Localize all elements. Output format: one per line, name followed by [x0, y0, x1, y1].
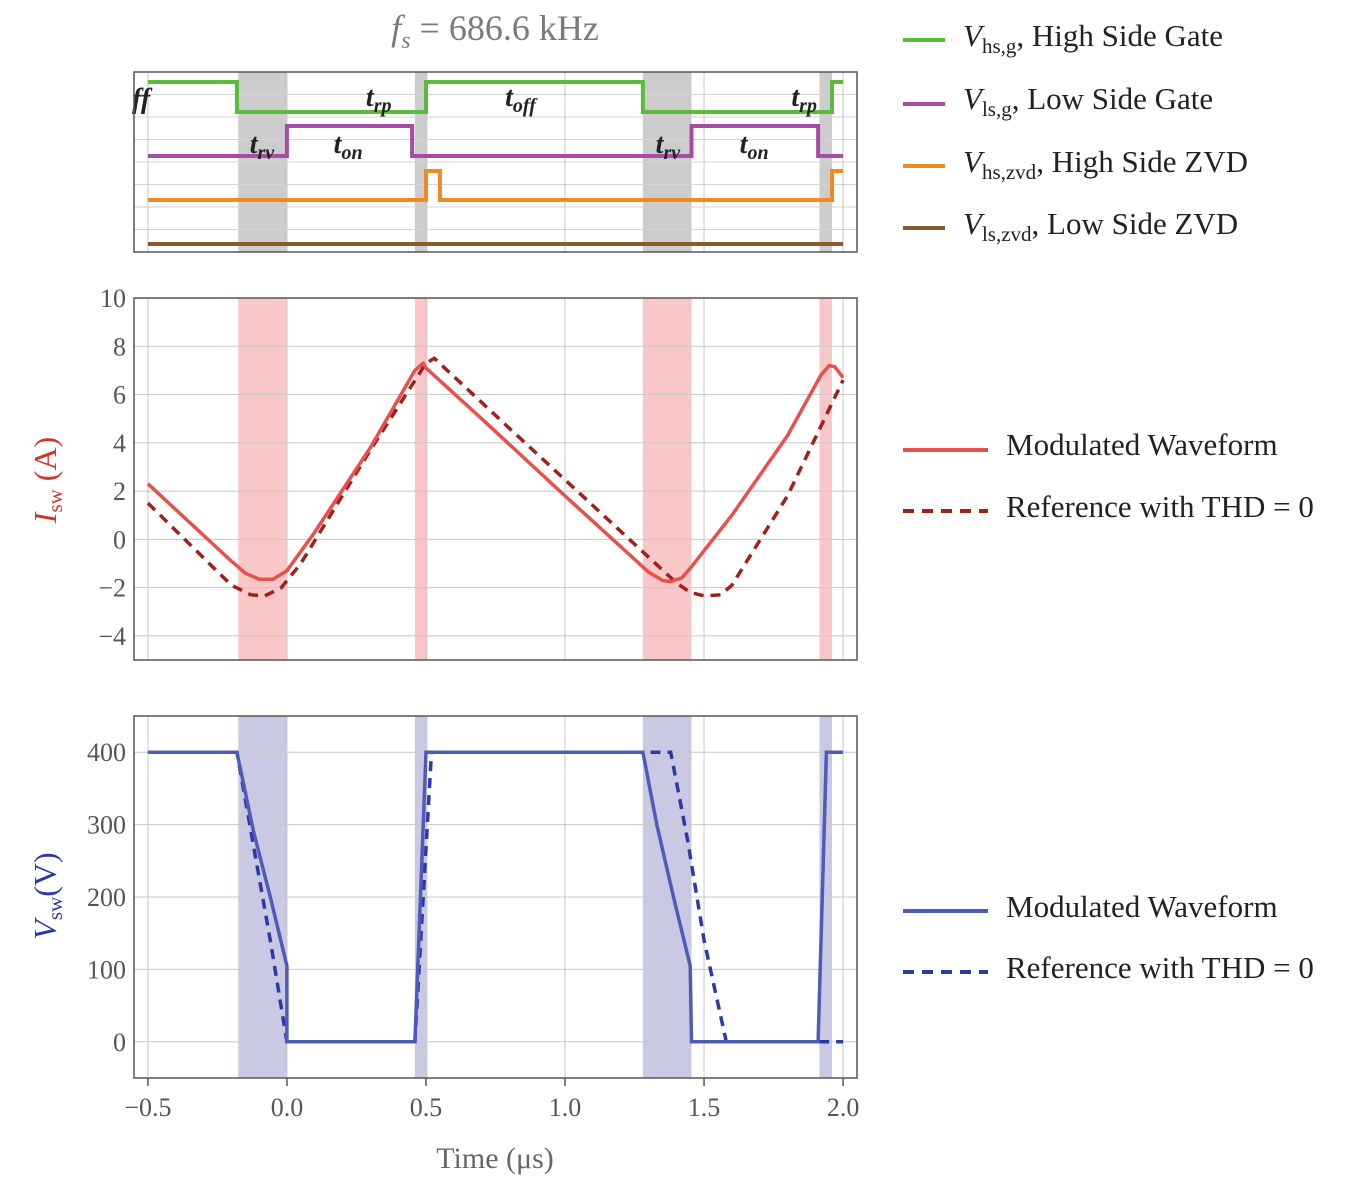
timing-label: trp: [366, 82, 392, 117]
legend-ls-zvd: Vls,zvd, Low Side ZVD: [963, 206, 1238, 246]
title-rest: = 686.6 kHz: [411, 8, 599, 48]
x-tick-label: 1.5: [688, 1093, 721, 1122]
timing-label-main: t: [334, 129, 343, 160]
x-axis-title: Time (μs): [436, 1142, 554, 1175]
y-tick-label: 8: [113, 332, 126, 361]
legend-voltage-reference: Reference with THD = 0: [1006, 950, 1314, 985]
y-tick-label: −4: [98, 622, 126, 651]
timing-label-sub: on: [341, 142, 362, 164]
x-tick-label: 0.5: [410, 1093, 443, 1122]
legend-hs-zvd: Vhs,zvd, High Side ZVD: [963, 144, 1248, 184]
ls-gate-trace: [147, 124, 844, 158]
legend-voltage-modulated: Modulated Waveform: [1006, 889, 1278, 924]
y-tick-label: 400: [87, 738, 126, 767]
timing-label-clipped: ff: [132, 84, 153, 115]
current-legend: Modulated Waveform Reference with THD = …: [903, 427, 1314, 524]
shaded-interval: [414, 298, 428, 660]
timing-label-sub: rp: [374, 95, 392, 117]
y-tick-label: 10: [100, 284, 126, 313]
legend-current-modulated: Modulated Waveform: [1006, 427, 1278, 462]
timing-label: ton: [740, 129, 769, 164]
timing-label: trv: [656, 129, 682, 164]
voltage-modulated-line: [147, 750, 844, 1044]
timing-label: toff: [505, 82, 538, 117]
plot-frame: [133, 715, 858, 1079]
timing-label: trp: [791, 82, 817, 117]
plot-frame: [133, 71, 858, 253]
x-tick-label: 0.0: [271, 1093, 304, 1122]
shaded-interval: [819, 298, 832, 660]
current-axis-title: Isw (A): [27, 437, 67, 524]
y-tick-label: 0: [113, 525, 126, 554]
voltage-axis-title: Vsw(V): [27, 852, 67, 939]
timing-label: ton: [334, 129, 363, 164]
timing-label-main: t: [740, 129, 749, 160]
current-modulated-line: [146, 361, 845, 584]
hs-gate-trace: [147, 80, 844, 114]
chart-title: fs = 686.6 kHz: [391, 8, 599, 54]
current-panel: 10 8 6 4 2 0 −2 −4: [98, 284, 858, 661]
legend-hs-gate: Vhs,g, High Side Gate: [963, 18, 1223, 58]
y-tick-label: 2: [113, 477, 126, 506]
y-tick-label: 300: [87, 811, 126, 840]
y-tick-label: −2: [98, 574, 126, 603]
x-tick-label: 2.0: [827, 1093, 860, 1122]
timing-label-main: t: [505, 82, 514, 113]
timing-label-main: t: [366, 82, 375, 113]
current-reference-line: [146, 356, 845, 598]
title-sub: s: [401, 28, 410, 54]
voltage-legend: Modulated Waveform Reference with THD = …: [903, 889, 1314, 985]
timing-label-main: t: [656, 129, 665, 160]
timing-label-sub: rv: [257, 142, 275, 164]
timing-label: trv: [250, 129, 276, 164]
hs-zvd-trace: [147, 169, 844, 202]
y-tick-label: 6: [113, 381, 126, 410]
timing-label-sub: rv: [663, 142, 681, 164]
timing-label-sub: on: [747, 142, 768, 164]
timing-label-sub: rp: [799, 95, 817, 117]
y-tick-label: 100: [87, 955, 126, 984]
timing-label-sub: off: [513, 95, 538, 117]
timing-label-main: t: [250, 129, 259, 160]
legend-current-reference: Reference with THD = 0: [1006, 489, 1314, 524]
legend-ls-gate: Vls,g, Low Side Gate: [963, 81, 1213, 121]
y-tick-label: 4: [113, 429, 126, 458]
x-tick-label: −0.5: [124, 1093, 171, 1122]
shaded-interval: [238, 298, 287, 660]
gate-legend: Vhs,g, High Side Gate Vls,g, Low Side Ga…: [903, 18, 1248, 246]
x-tick-label: 1.0: [549, 1093, 582, 1122]
y-tick-label: 0: [113, 1028, 126, 1057]
plot-frame: [133, 297, 858, 661]
timing-label-main: t: [791, 82, 800, 113]
y-tick-label: 200: [87, 883, 126, 912]
voltage-panel: 400 300 200 100 0 −0.5 0.0 0.5 1.0 1.5 2.0: [87, 715, 860, 1122]
shaded-interval: [642, 298, 692, 660]
